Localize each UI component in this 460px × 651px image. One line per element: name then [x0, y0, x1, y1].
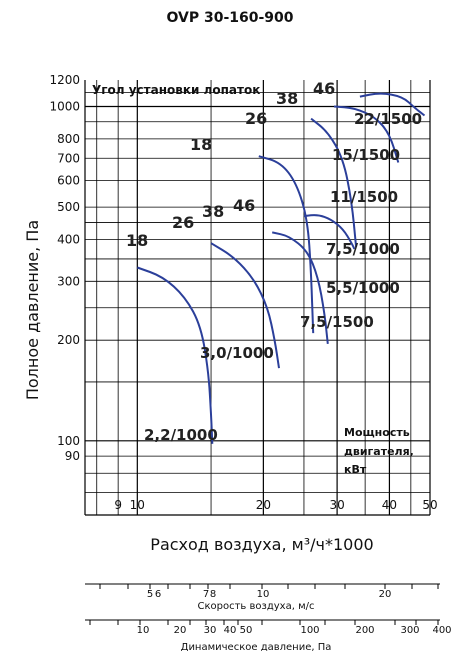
angle-label: 26 — [245, 109, 267, 128]
angle-label: 38 — [202, 202, 224, 221]
secondary-tick-label: 200 — [355, 625, 374, 636]
power-label: 11/1500 — [330, 188, 398, 206]
secondary-tick-label: 8 — [210, 589, 216, 600]
y-tick-label: 1200 — [49, 73, 80, 87]
secondary-tick-label: 20 — [379, 589, 392, 600]
secondary-tick-label: 10 — [137, 625, 150, 636]
motor-power-note: Мощность — [344, 426, 410, 439]
power-label: 3,0/1000 — [200, 344, 274, 362]
x-tick-label: 20 — [256, 498, 271, 512]
x-tick-label: 30 — [329, 498, 344, 512]
y-tick-label: 100 — [57, 434, 80, 448]
power-label: 7,5/1000 — [326, 240, 400, 258]
power-label: 5,5/1000 — [326, 279, 400, 297]
y-tick-label: 700 — [57, 151, 80, 165]
secondary-tick-label: 50 — [240, 625, 253, 636]
power-label: 15/1500 — [332, 146, 400, 164]
fan-curve — [333, 105, 400, 163]
dynamic-pressure-scale: 10 20 30 40 50 100 200 300 400 — [85, 619, 452, 636]
angle-label: 38 — [276, 89, 298, 108]
chart-title: OVP 30-160-900 — [166, 10, 293, 26]
velocity-scale: 5 6 7 8 10 20 — [85, 583, 440, 600]
angle-label: 26 — [172, 213, 194, 232]
secondary-tick-label: 400 — [432, 625, 451, 636]
x-tick-labels: 9 10 20 30 40 50 — [114, 498, 437, 512]
x-axis-label: Расход воздуха, м³/ч*1000 — [150, 535, 373, 554]
fan-curve — [136, 266, 214, 444]
secondary-tick-label: 30 — [204, 625, 217, 636]
y-tick-label: 500 — [57, 200, 80, 214]
secondary-tick-label: 6 — [155, 589, 161, 600]
secondary-tick-label: 5 — [147, 589, 153, 600]
x-tick-label: 40 — [382, 498, 397, 512]
motor-power-note: кВт — [344, 463, 367, 476]
velocity-scale-label: Скорость воздуха, м/с — [198, 601, 315, 612]
y-tick-label: 400 — [57, 233, 80, 247]
secondary-tick-label: 300 — [400, 625, 419, 636]
y-tick-label: 90 — [65, 449, 80, 463]
secondary-tick-label: 100 — [300, 625, 319, 636]
angle-label: 18 — [190, 135, 212, 154]
secondary-tick-label: 40 — [224, 625, 237, 636]
chart-grid — [84, 80, 431, 516]
fan-curve — [303, 214, 356, 250]
angle-label: 46 — [233, 196, 255, 215]
fan-curve — [310, 117, 358, 248]
y-tick-label: 1000 — [49, 99, 80, 113]
secondary-tick-label: 7 — [203, 589, 209, 600]
angle-label: 46 — [313, 79, 335, 98]
motor-power-note: двигателя, — [344, 445, 414, 458]
fan-curve — [359, 92, 426, 117]
y-tick-label: 300 — [57, 274, 80, 288]
x-tick-label: 10 — [130, 498, 145, 512]
secondary-tick-label: 20 — [174, 625, 187, 636]
y-tick-label: 800 — [57, 132, 80, 146]
dynamic-pressure-scale-label: Динамическое давление, Па — [181, 642, 332, 651]
secondary-tick-label: 10 — [257, 589, 270, 600]
blade-angle-header: Угол установки лопаток — [92, 83, 260, 97]
power-label: 2,2/1000 — [144, 426, 218, 444]
power-label: 7,5/1500 — [300, 313, 374, 331]
y-axis-label: Полное давление, Па — [23, 220, 42, 400]
x-tick-label: 9 — [114, 498, 122, 512]
fan-curve — [271, 231, 329, 345]
y-tick-label: 200 — [57, 333, 80, 347]
power-label: 22/1500 — [354, 110, 422, 128]
fan-curve — [258, 155, 315, 334]
angle-label: 18 — [126, 231, 148, 250]
x-tick-label: 50 — [422, 498, 437, 512]
y-tick-label: 600 — [57, 174, 80, 188]
curves — [136, 92, 426, 444]
fan-curve — [210, 242, 280, 369]
